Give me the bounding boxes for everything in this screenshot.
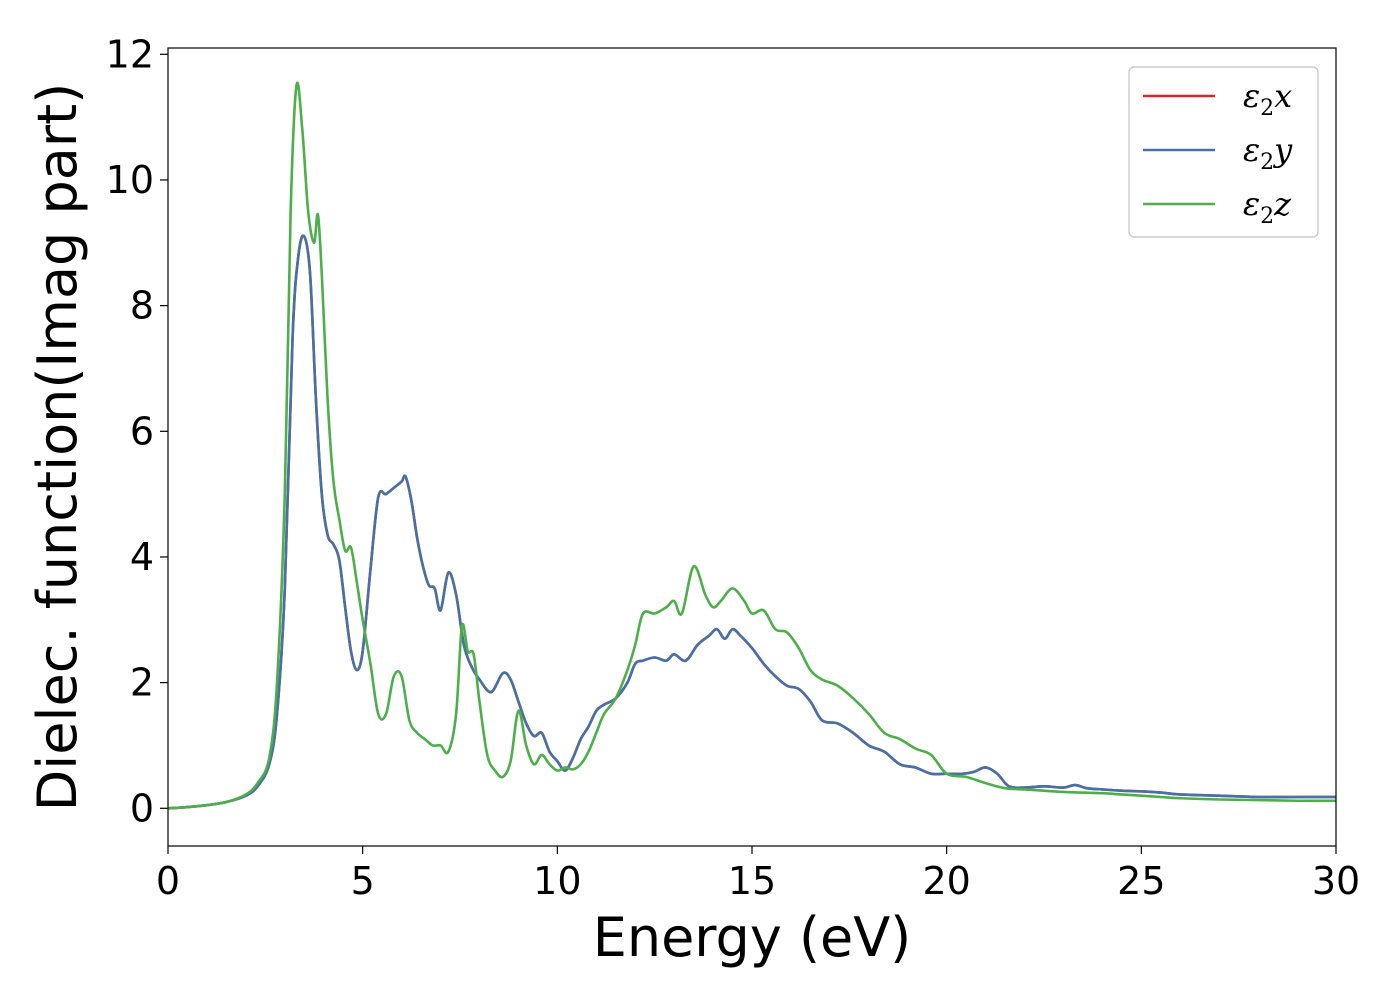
y-tick-label: 12: [106, 32, 154, 76]
plot-frame: [167, 47, 1337, 847]
x-axis-label: Energy (eV): [593, 906, 912, 969]
y-tick-label: 6: [130, 409, 154, 453]
x-tick-label: 25: [1117, 859, 1165, 903]
legend-subscript: 2: [1260, 150, 1274, 175]
legend-symbol: ε: [1243, 185, 1260, 223]
legend-subscript: 2: [1260, 204, 1274, 229]
y-tick-label: 4: [130, 535, 154, 579]
x-tick-label: 10: [533, 859, 581, 903]
legend-entry-x: ε2x: [1243, 77, 1292, 121]
legend-entry-y: ε2y: [1243, 131, 1293, 175]
series-line-x: [167, 234, 1336, 810]
x-tick-label: 20: [922, 859, 970, 903]
y-axis-ticks: 0 2 4 6 8 10 12: [106, 32, 168, 830]
x-tick-label: 0: [156, 859, 180, 903]
legend-axis: z: [1273, 185, 1292, 223]
x-axis-ticks: 0 5 10 15 20 25 30: [156, 846, 1360, 903]
series-line-y: [167, 234, 1336, 810]
legend-box: [1128, 66, 1319, 238]
y-tick-label: 0: [130, 786, 154, 830]
legend-symbol: ε: [1243, 77, 1260, 115]
x-tick-label: 15: [728, 859, 776, 903]
plot-lines: [167, 81, 1337, 810]
series-line-z: [167, 81, 1337, 810]
legend-subscript: 2: [1260, 96, 1274, 121]
x-tick-label: 30: [1312, 859, 1360, 903]
y-tick-label: 2: [130, 661, 154, 705]
legend-entry-z: ε2z: [1243, 185, 1292, 229]
y-axis-label: Dielec. function(Imag part): [26, 83, 89, 812]
x-tick-label: 5: [351, 859, 375, 903]
legend-symbol: ε: [1243, 131, 1260, 169]
legend-axis: y: [1272, 131, 1293, 169]
y-tick-label: 8: [130, 284, 154, 328]
legend-axis: x: [1274, 77, 1292, 115]
y-tick-label: 10: [106, 158, 154, 202]
